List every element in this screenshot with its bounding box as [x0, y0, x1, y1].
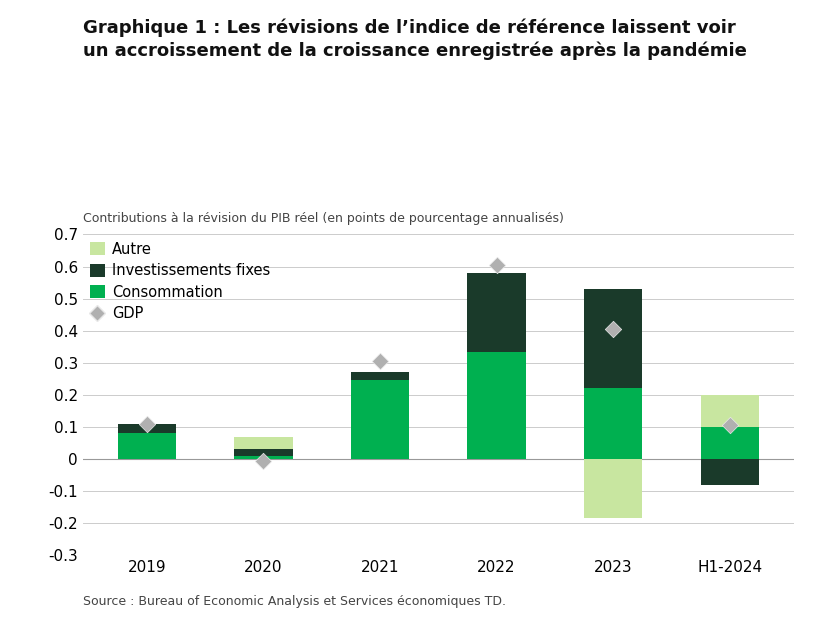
Bar: [700, 395, 759, 427]
Bar: [234, 437, 293, 449]
Point: [257, 456, 270, 466]
Point: [490, 260, 503, 270]
Bar: [584, 289, 643, 389]
Bar: [117, 424, 176, 433]
Bar: [117, 433, 176, 459]
Text: Graphique 1 : Les révisions de l’indice de référence laissent voir
un accroissem: Graphique 1 : Les révisions de l’indice …: [83, 19, 747, 60]
Bar: [584, 389, 643, 459]
Bar: [700, 459, 759, 485]
Bar: [584, 459, 643, 518]
Legend: Autre, Investissements fixes, Consommation, GDP: Autre, Investissements fixes, Consommati…: [90, 242, 270, 321]
Bar: [700, 427, 759, 459]
Bar: [467, 273, 526, 352]
Point: [723, 420, 736, 430]
Point: [606, 324, 619, 334]
Bar: [234, 449, 293, 456]
Text: Contributions à la révision du PIB réel (en points de pourcentage annualisés): Contributions à la révision du PIB réel …: [83, 212, 563, 225]
Bar: [351, 373, 409, 381]
Text: Source : Bureau of Economic Analysis et Services économiques TD.: Source : Bureau of Economic Analysis et …: [83, 595, 505, 608]
Bar: [234, 456, 293, 459]
Bar: [351, 381, 409, 459]
Bar: [467, 352, 526, 459]
Point: [374, 356, 387, 366]
Point: [141, 419, 154, 429]
